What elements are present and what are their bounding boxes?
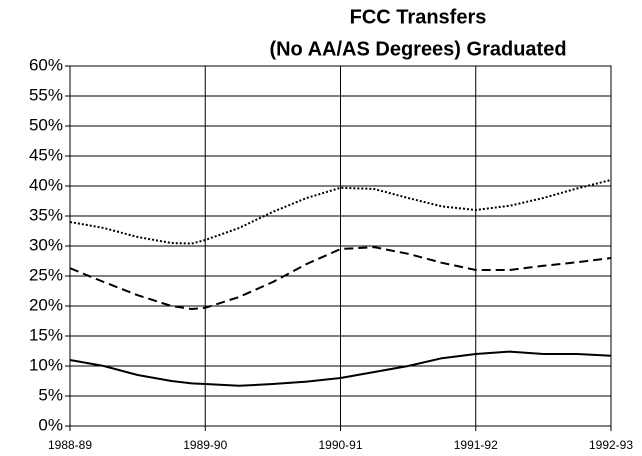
y-tick-label: 25% <box>29 265 63 284</box>
y-tick-label: 50% <box>29 115 63 134</box>
x-tick-label: 1990-91 <box>318 438 362 452</box>
x-tick-label: 1992-93 <box>589 438 633 452</box>
y-tick-label: 60% <box>29 55 63 74</box>
y-tick-label: 0% <box>38 415 63 434</box>
line-series <box>69 350 612 387</box>
y-tick-label: 55% <box>29 85 63 104</box>
chart-title: FCC Transfers <box>350 6 487 28</box>
line-series <box>69 179 612 245</box>
x-tick-label: 1988-89 <box>48 438 92 452</box>
y-tick-label: 5% <box>38 385 63 404</box>
y-tick-label: 15% <box>29 325 63 344</box>
y-tick-label: 30% <box>29 235 63 254</box>
y-tick-label: 45% <box>29 145 63 164</box>
x-tick-label: 1989-90 <box>183 438 227 452</box>
y-tick-label: 20% <box>29 295 63 314</box>
y-tick-label: 35% <box>29 205 63 224</box>
plot-frame <box>69 65 612 427</box>
y-tick-label: 10% <box>29 355 63 374</box>
x-tick-label: 1991-92 <box>454 438 498 452</box>
chart-title: (No AA/AS Degrees) Graduated <box>269 38 566 60</box>
line-series <box>69 246 612 310</box>
y-tick-label: 40% <box>29 175 63 194</box>
